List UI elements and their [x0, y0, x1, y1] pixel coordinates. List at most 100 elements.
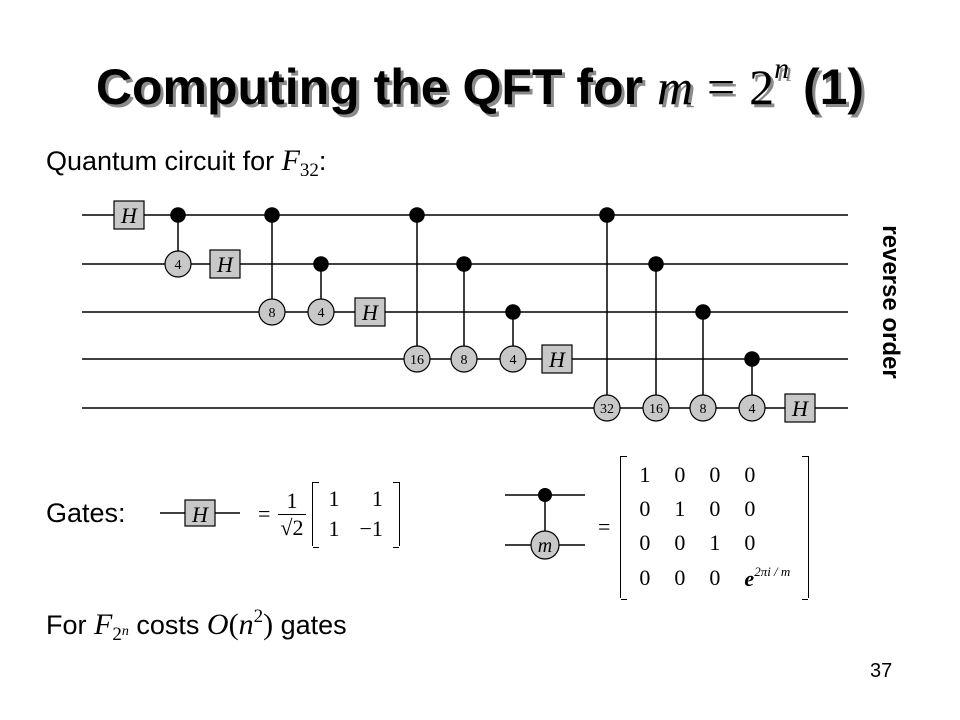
cm-matrix-cell: 0 [674, 530, 686, 555]
control-dot [505, 304, 521, 320]
cost-suffix: gates [280, 610, 347, 640]
h-matrix-cell: −1 [359, 516, 383, 541]
controlled-phase-label: 8 [461, 353, 468, 368]
cm-matrix-cell: 0 [674, 565, 686, 590]
h-def-label: H [191, 502, 209, 527]
h-matrix-cell: 1 [328, 486, 340, 511]
circuit-caption-colon: : [318, 146, 327, 176]
cm-def-label: m [538, 535, 552, 557]
cm-matrix-cell: 0 [744, 530, 756, 555]
controlled-phase-gate [403, 345, 431, 373]
cm-matrix-cell: 0 [709, 462, 721, 487]
control-dot [313, 256, 329, 272]
slide-title: Computing the QFT for m = 2n (1) [0, 52, 960, 116]
controlled-phase-label: 8 [269, 306, 276, 321]
title-equals: = [706, 59, 736, 115]
cost-O: O [206, 608, 229, 641]
cm-def-control-dot [538, 488, 552, 502]
hadamard-gate-label: H [791, 396, 809, 421]
cm-phase-base: e [744, 566, 755, 591]
controlled-phase-gate [164, 250, 192, 278]
cost-F: F [94, 608, 113, 641]
gates-label: Gates: [46, 498, 126, 528]
h-fraction-num: 1 [286, 487, 298, 513]
cm-matrix-cell: 0 [744, 462, 756, 487]
hadamard-gate [784, 393, 816, 423]
cm-matrix-cell: 0 [639, 565, 651, 590]
cm-matrix-cell: 0 [639, 496, 651, 521]
controlled-phase-gate [642, 394, 670, 422]
title-exponent: n [774, 52, 790, 86]
cost-square: 2 [253, 606, 264, 627]
control-dot [409, 207, 425, 223]
cost-mid: costs [136, 610, 200, 640]
circuit-caption: Quantum circuit for F32: [46, 144, 326, 182]
cost-sub-exp: n [121, 624, 129, 639]
hadamard-gate [209, 249, 241, 279]
controlled-phase-gate [450, 345, 478, 373]
cm-phase-exponent: 2πi / m [754, 564, 791, 579]
controlled-phase-gate [738, 394, 766, 422]
cm-matrix: 1 0 0 0 0 1 0 0 0 0 1 0 0 0 0 e2πi / m [620, 456, 810, 600]
cm-matrix-cell: 1 [709, 530, 721, 555]
controlled-phase-label: 4 [318, 306, 325, 321]
control-dot [599, 207, 615, 223]
title-text: Computing the QFT for [95, 59, 644, 115]
h-matrix-equation: = 1 √2 1 1 1 −1 [258, 482, 400, 548]
page-number: 37 [870, 660, 893, 682]
circuit-caption-text: Quantum circuit for [46, 146, 275, 176]
cm-equals: = [598, 514, 611, 539]
h-equals: = [258, 501, 271, 526]
circuit-caption-F: F [281, 144, 300, 177]
hadamard-gate-label: H [361, 300, 379, 325]
h-matrix-cell: 1 [328, 516, 340, 541]
h-matrix: 1 1 1 −1 [311, 482, 400, 548]
control-dot [695, 304, 711, 320]
h-gate-definition: H [160, 499, 240, 527]
hadamard-gate [354, 297, 386, 327]
controlled-phase-label: 4 [510, 353, 517, 368]
control-dot [744, 351, 760, 367]
cm-matrix-table: 1 0 0 0 0 1 0 0 0 0 1 0 0 0 0 e2πi / m [627, 458, 802, 596]
cm-def-circle [530, 530, 560, 560]
controlled-phase-gate [307, 298, 335, 326]
cost-sub-base: 2 [112, 624, 122, 645]
title-var-m: m [656, 59, 694, 115]
controlled-phase-label: 32 [600, 402, 614, 417]
control-dot [264, 207, 280, 223]
hadamard-gate-label: H [548, 347, 566, 372]
hadamard-gate-label: H [120, 203, 138, 228]
hadamard-gate-label: H [216, 252, 234, 277]
circuit-caption-sub: 32 [299, 160, 319, 181]
title-suffix: (1) [802, 59, 865, 115]
cm-matrix-cell: 0 [674, 462, 686, 487]
cm-matrix-phase-cell: e2πi / m [732, 560, 802, 596]
h-fraction: 1 √2 [278, 487, 306, 541]
h-def-box [184, 499, 216, 527]
controlled-phase-label: 4 [749, 402, 756, 417]
control-dot [456, 256, 472, 272]
cost-prefix: For [46, 610, 87, 640]
controlled-phase-gate [689, 394, 717, 422]
cost-n: n [238, 608, 254, 641]
cm-matrix-cell: 0 [639, 530, 651, 555]
cm-matrix-cell: 1 [674, 496, 686, 521]
cost-paren-open: ( [228, 608, 239, 641]
h-matrix-table: 1 1 1 −1 [319, 484, 393, 544]
cm-matrix-cell: 0 [709, 565, 721, 590]
cost-statement: For F2n costs O(n2) gates [46, 606, 347, 646]
cm-gate-definition: m [505, 488, 585, 560]
controlled-phase-gate [258, 298, 286, 326]
h-matrix-cell: 1 [371, 486, 383, 511]
control-dot [170, 207, 186, 223]
controlled-phase-gate [499, 345, 527, 373]
controlled-phase-label: 16 [410, 353, 424, 368]
hadamard-gate [113, 200, 145, 230]
reverse-order-label: reverse order [877, 225, 904, 379]
cm-matrix-cell: 1 [639, 462, 651, 487]
controlled-phase-label: 16 [649, 402, 663, 417]
cm-matrix-cell: 0 [709, 496, 721, 521]
controlled-phase-label: 4 [175, 258, 182, 273]
cm-matrix-equation: = 1 0 0 0 0 1 0 0 0 0 1 0 0 [598, 456, 810, 600]
